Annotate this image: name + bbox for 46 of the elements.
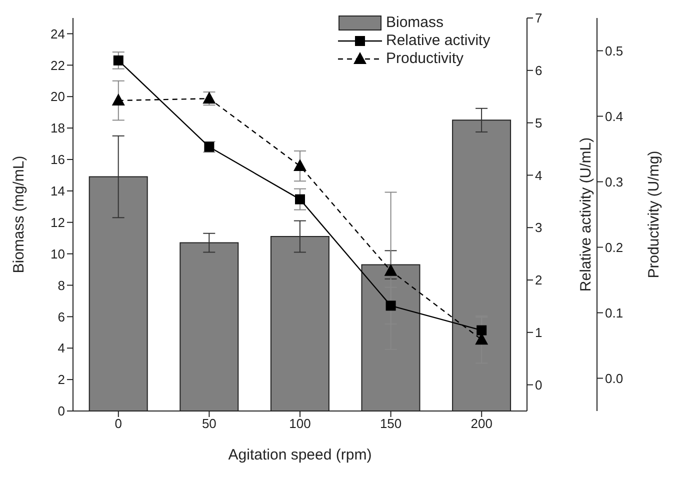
y3-axis-title: Productivity (U/mg) (645, 150, 662, 278)
legend-label: Biomass (386, 14, 444, 31)
y3-tick-label: 0.5 (605, 43, 624, 58)
y-tick-label: 4 (58, 340, 65, 356)
point (476, 325, 487, 336)
x-tick-label: 200 (470, 416, 492, 432)
y3-tick-label: 0.1 (605, 305, 624, 320)
y-tick-label: 2 (58, 372, 65, 388)
y3-tick-label: 0.0 (605, 370, 624, 386)
point (294, 159, 306, 172)
point (384, 264, 398, 276)
y-tick-label: 6 (58, 309, 65, 324)
y3-tick-label: 0.3 (605, 174, 624, 190)
y3-tick-label: 0.4 (605, 108, 624, 124)
y3-tick-label: 0.2 (605, 240, 624, 255)
y-tick-label: 22 (50, 58, 65, 73)
y-tick-label: 24 (50, 26, 65, 42)
y2-tick-label: 6 (535, 63, 542, 78)
point (386, 300, 396, 311)
y2-tick-label: 0 (535, 377, 542, 392)
y2-tick-label: 1 (535, 325, 542, 340)
y2-tick-label: 2 (535, 272, 542, 288)
point (113, 55, 124, 66)
y-tick-label: 0 (58, 404, 65, 419)
y-axis-title: Biomass (mg/mL) (10, 156, 28, 274)
x-tick-label: 100 (289, 416, 311, 432)
y2-axis-title: Relative activity (U/mL) (577, 137, 594, 292)
y2-tick-label: 3 (535, 220, 542, 236)
x-axis-title: Agitation speed (rpm) (228, 446, 372, 464)
y-tick-label: 20 (50, 89, 65, 104)
point (112, 94, 125, 106)
legend-label: Productivity (386, 50, 464, 67)
y2-tick-label: 7 (535, 10, 542, 26)
x-tick-label: 150 (380, 416, 402, 432)
legend-label: Relative activity (386, 32, 490, 49)
y-tick-label: 14 (50, 184, 65, 199)
point (295, 194, 305, 204)
y-tick-label: 18 (50, 120, 65, 136)
y2-tick-label: 4 (535, 168, 542, 183)
x-tick-label: 0 (114, 416, 122, 432)
y-tick-label: 12 (50, 214, 65, 230)
x-tick-label: 50 (202, 416, 216, 432)
y2-tick-label: 5 (535, 115, 542, 130)
y-tick-label: 16 (50, 152, 65, 168)
y-tick-label: 10 (50, 246, 65, 262)
y-tick-label: 8 (58, 278, 65, 293)
